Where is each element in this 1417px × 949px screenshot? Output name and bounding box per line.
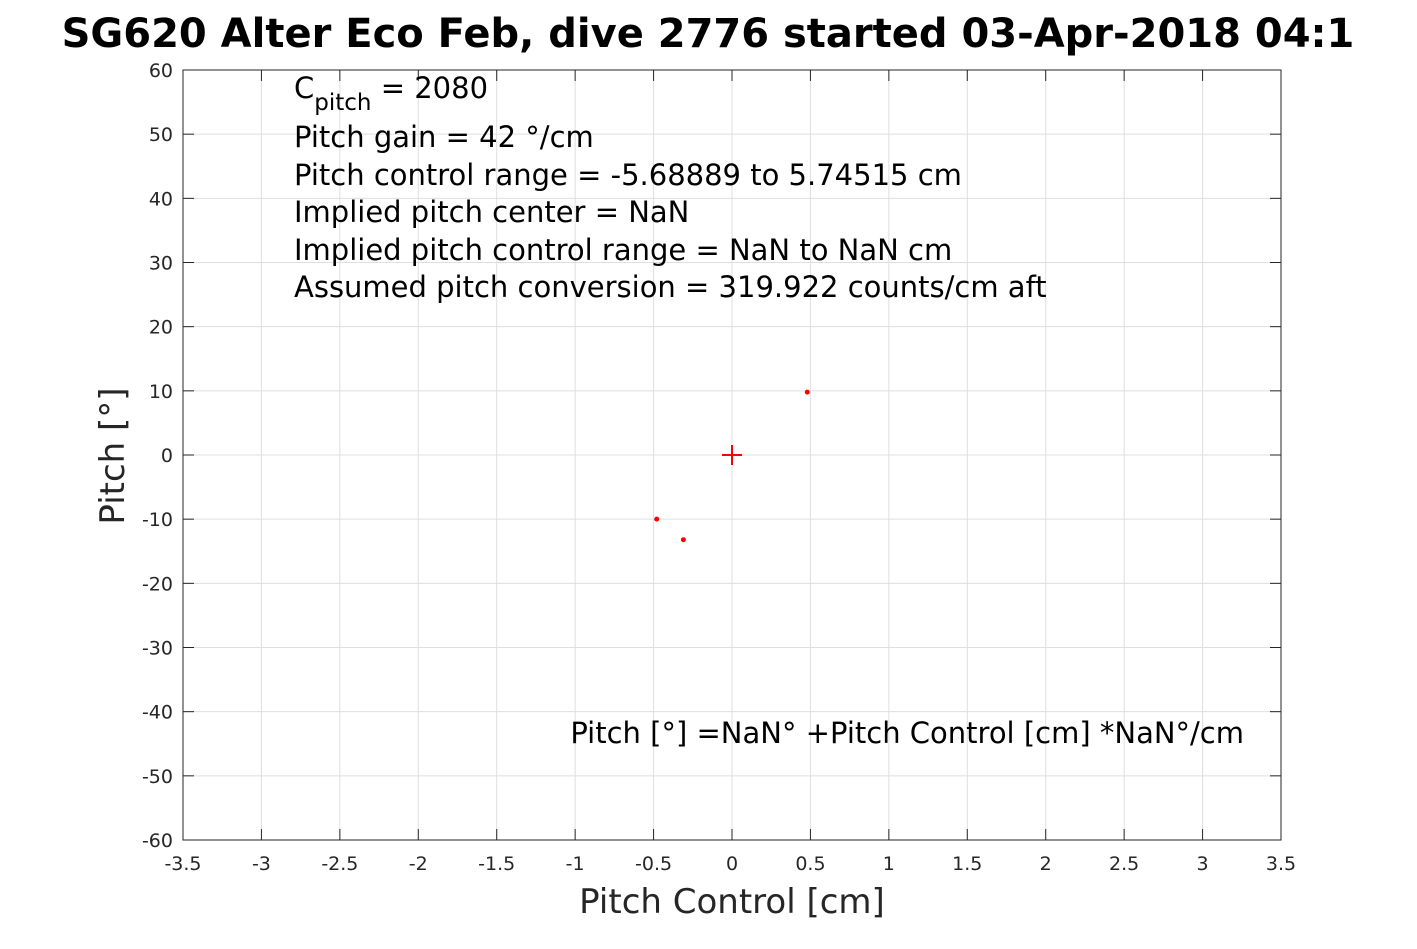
x-tick-label: 3.5 (1266, 853, 1296, 875)
data-point (804, 389, 810, 395)
c-pitch-annotation: Cpitch = 2080 (294, 71, 488, 116)
x-tick-label: -3.5 (164, 853, 201, 875)
y-tick-label: -10 (142, 509, 173, 531)
y-tick-label: -30 (142, 638, 173, 660)
c-pitch-value: = 2080 (371, 71, 488, 105)
x-tick-label: 2 (1040, 853, 1052, 875)
x-tick-label: 0 (726, 853, 738, 875)
x-tick-label: 2.5 (1109, 853, 1139, 875)
x-tick-label: 0.5 (795, 853, 825, 875)
c-pitch-symbol: C (294, 71, 314, 105)
ticks: -3.5 -3 -2.5 -2 -1.5 -1 -0.5 0 0.5 1 1.5 2 2.5 3 3.5 -6… (142, 60, 1296, 875)
x-tick-label: -2 (409, 853, 428, 875)
y-axis-label: Pitch [°] (93, 387, 133, 524)
y-tick-label: -60 (142, 830, 173, 852)
chart-title: SG620 Alter Eco Feb, dive 2776 started 0… (62, 11, 1355, 57)
annotation-line: Pitch gain = 42 °/cm (294, 120, 594, 154)
fit-equation: Pitch [°] =NaN° +Pitch Control [cm] *NaN… (570, 716, 1244, 750)
annotation-line: Assumed pitch conversion = 319.922 count… (294, 270, 1047, 304)
x-tick-label: 1 (883, 853, 895, 875)
y-tick-label: 0 (161, 445, 173, 467)
x-tick-label: -3 (252, 853, 271, 875)
y-tick-label: -50 (142, 766, 173, 788)
data-points (654, 389, 810, 543)
annotation-line: Implied pitch center = NaN (294, 195, 689, 229)
x-tick-label: 3 (1197, 853, 1209, 875)
annotation-line: Implied pitch control range = NaN to NaN… (294, 233, 952, 267)
y-tick-label: -20 (142, 573, 173, 595)
y-tick-label: 20 (149, 317, 173, 339)
data-point (680, 537, 686, 543)
y-tick-label: 50 (149, 124, 173, 146)
y-tick-label: 60 (149, 60, 173, 82)
data-point (654, 516, 660, 522)
grid (182, 69, 1282, 841)
x-tick-label: -2.5 (321, 853, 358, 875)
c-pitch-subscript: pitch (314, 90, 371, 116)
y-tick-label: 40 (149, 188, 173, 210)
x-tick-label: -1 (566, 853, 585, 875)
y-tick-label: 10 (149, 381, 173, 403)
y-tick-label: 30 (149, 253, 173, 275)
annotation-block: Cpitch = 2080 Pitch gain = 42 °/cm Pitch… (294, 71, 1047, 304)
x-tick-label: 1.5 (952, 853, 982, 875)
y-tick-label: -40 (142, 702, 173, 724)
annotation-line: Pitch control range = -5.68889 to 5.7451… (294, 158, 962, 192)
x-tick-label: -0.5 (635, 853, 672, 875)
center-plus-marker (722, 445, 742, 465)
x-axis-label: Pitch Control [cm] (579, 882, 885, 922)
x-tick-label: -1.5 (478, 853, 515, 875)
